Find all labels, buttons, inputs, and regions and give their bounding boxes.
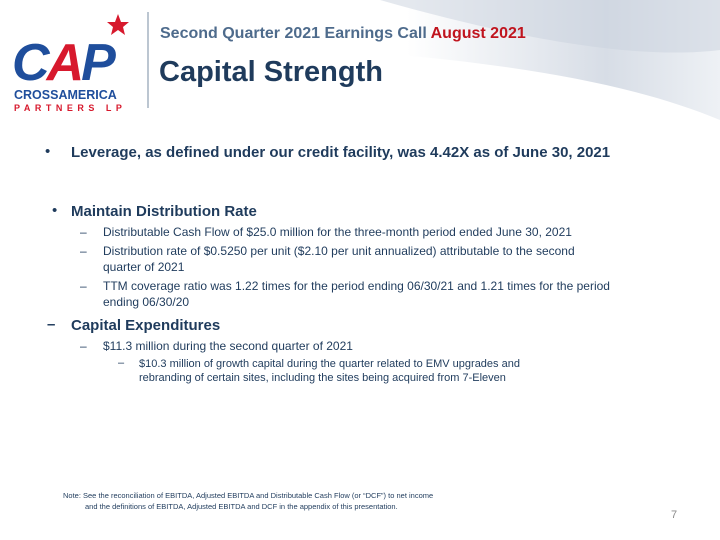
bullet-marker: • (52, 202, 58, 219)
bullet: $10.3 million of growth capital during t… (139, 358, 520, 385)
swoosh-dark (380, 0, 720, 53)
page-number: 7 (671, 509, 678, 521)
logo-letter: A (45, 34, 82, 92)
header-art: CAP CROSSAMERICA PARTNERS LP (12, 0, 720, 120)
bullet-marker: • (45, 143, 51, 160)
bullet: Distribution rate of $0.5250 per unit ($… (103, 244, 575, 274)
note: and the definitions of EBITDA, Adjusted … (85, 502, 398, 511)
bullet: $11.3 million during the second quarter … (103, 339, 353, 353)
date: August 2021 (430, 25, 526, 42)
bullet-marker: – (47, 316, 56, 333)
bullet: Distributable Cash Flow of $25.0 million… (103, 225, 572, 239)
logo-letter: P (81, 34, 116, 92)
bullet: Leverage, as defined under our credit fa… (71, 144, 611, 161)
bullet-marker: – (80, 244, 87, 258)
bullet-marker: – (80, 339, 87, 353)
bullet-marker: – (80, 279, 87, 293)
note: Note: See the reconciliation of EBITDA, … (63, 491, 434, 500)
logo-letter: C (12, 34, 51, 92)
bullet: Capital Expenditures (71, 317, 221, 334)
bullet: Maintain Distribution Rate (71, 203, 257, 220)
title: Capital Strength (159, 56, 383, 88)
logo-star (107, 14, 129, 35)
logo-suffix: PARTNERS LP (14, 103, 126, 113)
event: Second Quarter 2021 Earnings Call (160, 25, 427, 42)
bullet-marker: – (80, 225, 87, 239)
logo-mark: CAP (12, 34, 116, 92)
bullet: TTM coverage ratio was 1.22 times for th… (103, 279, 610, 309)
bullet-marker: – (118, 357, 125, 369)
logo-name: CROSSAMERICA (14, 88, 117, 102)
header-line: Second Quarter 2021 Earnings Call August… (160, 25, 526, 43)
